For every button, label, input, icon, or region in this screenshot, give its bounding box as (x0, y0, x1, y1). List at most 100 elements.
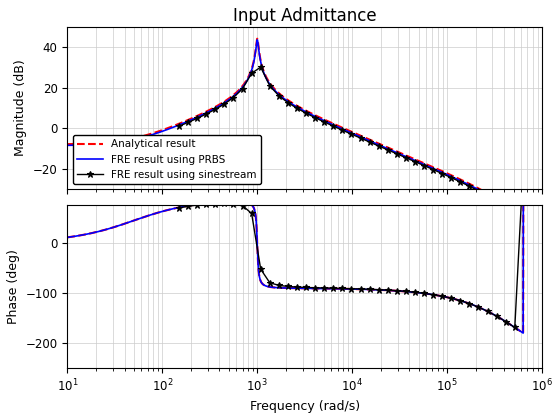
X-axis label: Frequency (rad/s): Frequency (rad/s) (250, 400, 360, 413)
FRE result using sinestream (448, 175, 455, 180)
FRE result using sinestream (412, 290, 418, 295)
FRE result using sinestream (194, 202, 200, 207)
FRE result using sinestream (448, 296, 455, 301)
Line: Analytical result: Analytical result (67, 153, 542, 333)
FRE result using sinestream (239, 86, 246, 91)
FRE result using sinestream (511, 211, 518, 216)
FRE result using sinestream (457, 179, 464, 184)
FRE result using sinestream (293, 284, 300, 289)
FRE result using sinestream (366, 287, 373, 292)
Analytical result (520, 150, 527, 155)
FRE result using sinestream (466, 301, 473, 306)
FRE result using sinestream (530, 157, 536, 162)
FRE result using sinestream (348, 286, 355, 291)
FRE result using PRBS (525, 221, 532, 226)
FRE result using sinestream (276, 283, 282, 288)
FRE result using sinestream (330, 286, 337, 291)
Analytical result (520, 331, 526, 336)
FRE result using sinestream (212, 201, 219, 206)
FRE result using PRBS (539, 235, 545, 240)
FRE result using sinestream (375, 287, 382, 292)
FRE result using sinestream (267, 280, 273, 285)
FRE result using sinestream (284, 100, 291, 105)
FRE result using sinestream (430, 167, 436, 172)
FRE result using sinestream (339, 128, 346, 133)
FRE result using sinestream (330, 123, 337, 129)
FRE result using PRBS (525, 154, 532, 159)
FRE result using PRBS (282, 97, 289, 102)
FRE result using PRBS (295, 105, 302, 110)
FRE result using sinestream (221, 102, 228, 107)
FRE result using sinestream (221, 201, 228, 206)
FRE result using sinestream (203, 202, 209, 207)
FRE result using sinestream (321, 119, 328, 124)
Analytical result (282, 286, 289, 291)
FRE result using sinestream (384, 288, 391, 293)
FRE result using PRBS (520, 331, 526, 336)
FRE result using sinestream (185, 204, 192, 209)
FRE result using PRBS (88, 231, 95, 236)
FRE result using PRBS (282, 286, 289, 291)
FRE result using PRBS (525, 222, 532, 227)
Analytical result (254, 36, 261, 41)
FRE result using sinestream (502, 205, 509, 210)
FRE result using sinestream (176, 205, 183, 210)
FRE result using sinestream (357, 136, 364, 141)
FRE result using sinestream (366, 139, 373, 144)
Analytical result (525, 154, 532, 159)
FRE result using sinestream (520, 151, 527, 156)
FRE result using PRBS (88, 142, 95, 147)
FRE result using sinestream (375, 144, 382, 149)
FRE result using sinestream (267, 83, 273, 88)
FRE result using PRBS (64, 235, 71, 240)
FRE result using sinestream (412, 159, 418, 164)
FRE result using sinestream (230, 202, 237, 207)
FRE result using sinestream (439, 294, 446, 299)
Analytical result (438, 168, 445, 173)
Line: Analytical result: Analytical result (67, 39, 542, 236)
FRE result using sinestream (258, 65, 264, 70)
FRE result using sinestream (421, 291, 427, 296)
FRE result using PRBS (64, 143, 71, 148)
FRE result using sinestream (230, 95, 237, 100)
FRE result using sinestream (493, 314, 500, 319)
FRE result using sinestream (357, 286, 364, 291)
Analytical result (64, 142, 71, 147)
FRE result using sinestream (484, 193, 491, 198)
FRE result using sinestream (284, 284, 291, 289)
FRE result using sinestream (339, 286, 346, 291)
FRE result using sinestream (430, 292, 436, 297)
Analytical result (539, 234, 545, 239)
FRE result using sinestream (194, 116, 200, 121)
FRE result using sinestream (475, 188, 482, 193)
Analytical result (295, 286, 302, 291)
FRE result using sinestream (502, 319, 509, 324)
FRE result using sinestream (248, 71, 255, 76)
Analytical result (525, 220, 532, 225)
Line: FRE result using PRBS: FRE result using PRBS (67, 153, 542, 333)
Y-axis label: Phase (deg): Phase (deg) (7, 249, 20, 324)
FRE result using sinestream (312, 115, 319, 120)
FRE result using sinestream (258, 267, 264, 272)
FRE result using PRBS (438, 294, 445, 299)
FRE result using sinestream (185, 120, 192, 125)
FRE result using sinestream (276, 93, 282, 98)
FRE result using sinestream (176, 123, 183, 129)
FRE result using sinestream (466, 184, 473, 189)
FRE result using PRBS (295, 286, 302, 291)
FRE result using sinestream (520, 219, 527, 224)
FRE result using sinestream (421, 163, 427, 168)
FRE result using sinestream (303, 285, 310, 290)
Analytical result (438, 294, 445, 299)
FRE result using sinestream (303, 110, 310, 116)
FRE result using PRBS (520, 150, 527, 155)
Analytical result (539, 163, 545, 168)
FRE result using sinestream (348, 131, 355, 136)
Analytical result (88, 231, 95, 236)
FRE result using sinestream (403, 289, 409, 294)
FRE result using sinestream (403, 155, 409, 160)
Line: FRE result using sinestream: FRE result using sinestream (175, 150, 536, 331)
Line: FRE result using sinestream: FRE result using sinestream (175, 64, 536, 233)
FRE result using sinestream (439, 171, 446, 176)
Analytical result (525, 220, 532, 226)
